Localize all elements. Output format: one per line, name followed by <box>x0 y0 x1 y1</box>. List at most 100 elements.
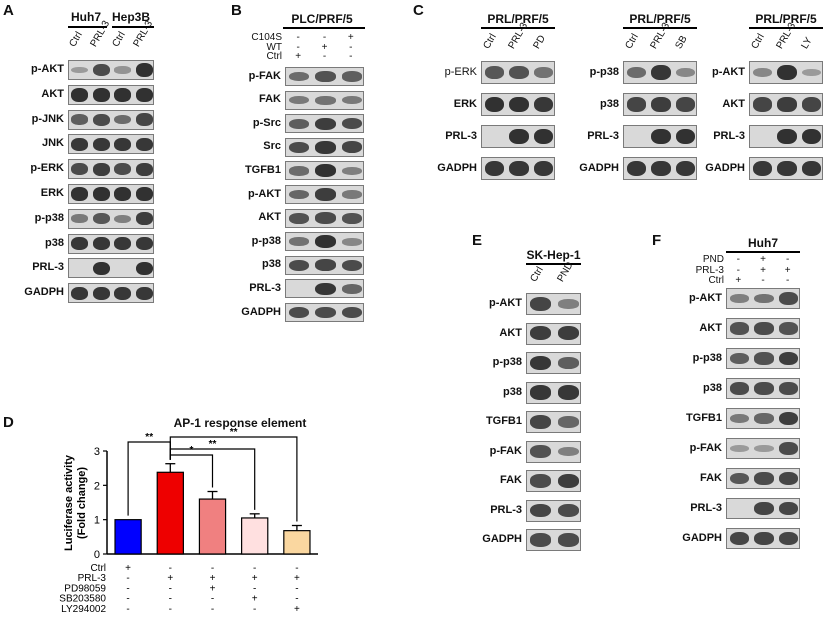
row-label: Src <box>263 140 281 153</box>
panel-b-blot <box>285 232 364 252</box>
panel-a-blot <box>68 84 154 105</box>
band <box>530 385 552 400</box>
band <box>626 66 646 79</box>
band <box>729 532 749 545</box>
sign-mark: + <box>252 573 258 584</box>
panel-a-blot <box>68 283 154 304</box>
band <box>651 128 671 145</box>
row-label: p-p38 <box>492 356 522 368</box>
band <box>530 297 552 311</box>
significance-label: ** <box>209 439 217 450</box>
panel-e-blot <box>526 293 581 315</box>
panel-c-blot <box>623 157 697 180</box>
condition-label: LY294002 <box>61 604 106 615</box>
band <box>754 444 774 453</box>
row-label: p-AKT <box>689 291 722 304</box>
sign-mark: + <box>167 573 173 584</box>
sign-mark: - <box>126 604 129 615</box>
band <box>557 326 579 341</box>
band <box>534 160 554 177</box>
condition-label: PRL-3 <box>695 264 724 276</box>
band <box>92 113 110 126</box>
group-underline <box>112 26 154 28</box>
band <box>71 66 89 74</box>
band <box>752 97 772 112</box>
band <box>530 445 552 458</box>
sign-mark: - <box>169 563 172 574</box>
sign-mark: - <box>211 594 214 605</box>
band <box>779 472 799 485</box>
row-label: p-ERK <box>444 65 477 78</box>
band <box>315 306 336 319</box>
band <box>729 472 749 485</box>
band <box>779 532 799 545</box>
band <box>315 71 336 82</box>
significance-label: ** <box>145 432 153 443</box>
row-label: PRL-3 <box>587 129 619 142</box>
band <box>779 322 799 335</box>
sign-mark: + <box>760 254 766 265</box>
band <box>676 67 696 78</box>
sign-mark: - <box>296 41 300 53</box>
sign-mark: - <box>126 594 129 605</box>
row-label: GADPH <box>579 161 619 174</box>
band <box>341 118 363 130</box>
band <box>557 416 579 428</box>
row-label: FAK <box>259 93 281 106</box>
band <box>341 284 363 294</box>
sign-mark: - <box>169 583 172 594</box>
sign-mark: + <box>252 594 258 605</box>
band <box>802 128 822 145</box>
band <box>315 259 336 272</box>
sign-mark: - <box>322 32 327 43</box>
band <box>341 259 363 271</box>
row-label: p-p38 <box>692 351 722 364</box>
band <box>754 502 774 515</box>
row-label: AKT <box>499 326 522 339</box>
band <box>71 187 89 201</box>
row-label: GADPH <box>682 531 722 544</box>
band <box>341 306 363 319</box>
panel-title: PRL/PRF/5 <box>755 12 817 26</box>
band <box>509 96 529 113</box>
band <box>341 212 363 224</box>
row-label: TGFB1 <box>485 415 522 427</box>
significance-label: ** <box>230 427 238 438</box>
row-label: p38 <box>600 97 619 110</box>
band <box>71 88 89 102</box>
panel-b-blot <box>285 255 364 275</box>
condition-label: PND <box>702 254 724 265</box>
sign-mark: - <box>295 594 298 605</box>
band <box>729 352 749 365</box>
band <box>288 141 310 153</box>
band <box>341 166 363 175</box>
panel-a-blot <box>68 208 154 229</box>
y-tick-label: 3 <box>94 446 100 458</box>
panel-label-c: C <box>413 2 424 19</box>
band <box>341 190 363 199</box>
band <box>509 128 529 145</box>
title-underline <box>526 263 581 265</box>
band <box>288 95 310 105</box>
sign-mark: - <box>349 41 353 53</box>
band <box>92 237 110 251</box>
panel-e-blot <box>526 322 581 345</box>
y-tick-label: 2 <box>94 480 100 492</box>
row-label: p38 <box>503 385 522 398</box>
band <box>135 88 153 102</box>
sign-mark: - <box>295 563 298 574</box>
panel-label-d: D <box>3 414 14 431</box>
panel-b-blot <box>285 137 364 157</box>
band <box>135 187 153 201</box>
band <box>135 237 153 251</box>
row-label: FAK <box>500 474 522 486</box>
row-label: PRL-3 <box>713 129 745 142</box>
band <box>557 357 579 369</box>
band <box>557 473 579 488</box>
sign-mark: - <box>126 573 129 584</box>
panel-c-blot <box>749 93 823 116</box>
panel-label-e: E <box>472 232 483 249</box>
sign-mark: - <box>211 604 214 615</box>
band <box>135 212 153 226</box>
condition-label: SB203580 <box>59 594 106 605</box>
